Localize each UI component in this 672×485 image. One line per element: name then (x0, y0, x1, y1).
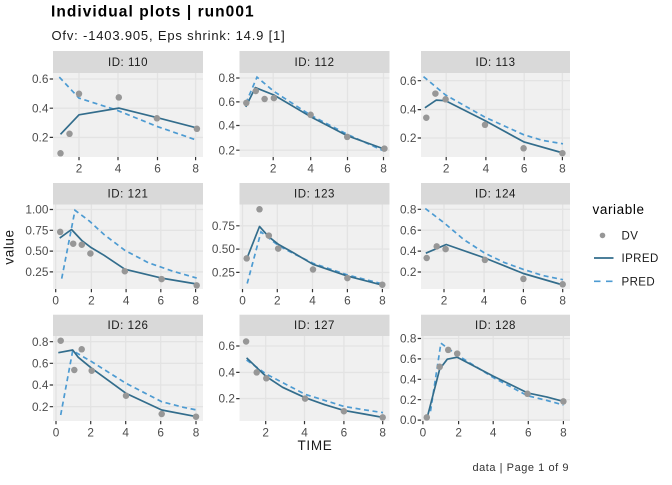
svg-text:ID: 112: ID: 112 (294, 57, 334, 69)
svg-text:ID: 110: ID: 110 (108, 57, 148, 69)
svg-text:4: 4 (307, 161, 314, 175)
svg-text:ID: 124: ID: 124 (475, 189, 516, 201)
svg-text:2: 2 (87, 425, 94, 439)
svg-text:4: 4 (122, 425, 129, 439)
svg-text:8: 8 (192, 161, 199, 175)
svg-text:8: 8 (560, 425, 567, 439)
svg-text:8: 8 (193, 425, 200, 439)
svg-text:4: 4 (483, 161, 490, 175)
svg-text:0.2: 0.2 (400, 265, 416, 279)
svg-text:0.2: 0.2 (32, 400, 48, 414)
svg-text:Individual plots | run001: Individual plots | run001 (51, 4, 255, 21)
svg-text:8: 8 (559, 161, 566, 175)
svg-text:2: 2 (262, 425, 269, 439)
svg-text:2: 2 (88, 293, 95, 307)
svg-text:2: 2 (76, 161, 83, 175)
svg-text:0.4: 0.4 (218, 119, 235, 133)
svg-text:data | Page 1 of 9: data | Page 1 of 9 (472, 462, 569, 474)
svg-text:2: 2 (270, 161, 277, 175)
svg-text:6: 6 (158, 293, 165, 307)
svg-text:0.4: 0.4 (400, 244, 417, 258)
svg-text:0.25: 0.25 (25, 265, 48, 279)
svg-text:0.0: 0.0 (400, 413, 417, 427)
svg-text:0.6: 0.6 (32, 72, 49, 86)
svg-text:1.00: 1.00 (25, 203, 48, 217)
svg-text:0.25: 0.25 (212, 266, 235, 280)
svg-text:6: 6 (344, 293, 351, 307)
svg-text:2: 2 (274, 293, 281, 307)
svg-text:variable: variable (593, 202, 645, 217)
svg-text:ID: 126: ID: 126 (108, 320, 149, 332)
svg-text:8: 8 (380, 161, 387, 175)
svg-text:0.4: 0.4 (218, 366, 235, 380)
svg-text:4: 4 (481, 293, 488, 307)
svg-text:6: 6 (344, 161, 351, 175)
svg-text:0.4: 0.4 (32, 378, 49, 392)
svg-text:0.8: 0.8 (218, 71, 235, 85)
svg-text:4: 4 (123, 293, 130, 307)
svg-text:8: 8 (559, 293, 566, 307)
svg-text:ID: 113: ID: 113 (475, 57, 515, 69)
svg-text:0.4: 0.4 (400, 103, 417, 117)
svg-text:0.4: 0.4 (32, 101, 49, 115)
svg-text:0: 0 (239, 293, 246, 307)
svg-text:0.8: 0.8 (400, 332, 417, 346)
svg-text:8: 8 (192, 293, 199, 307)
svg-text:0.2: 0.2 (218, 392, 234, 406)
svg-text:4: 4 (115, 161, 122, 175)
svg-text:0: 0 (52, 293, 59, 307)
svg-text:0.2: 0.2 (218, 143, 234, 157)
svg-text:4: 4 (301, 425, 308, 439)
svg-text:2: 2 (455, 425, 462, 439)
svg-text:0: 0 (420, 425, 427, 439)
svg-text:0.8: 0.8 (32, 335, 49, 349)
svg-text:6: 6 (341, 425, 348, 439)
svg-text:0.2: 0.2 (400, 393, 416, 407)
svg-text:0.75: 0.75 (212, 219, 235, 233)
svg-text:ID: 123: ID: 123 (294, 189, 335, 201)
svg-text:6: 6 (157, 425, 164, 439)
svg-text:DV: DV (622, 230, 639, 242)
svg-text:0.4: 0.4 (400, 372, 417, 386)
svg-text:IPRED: IPRED (622, 253, 659, 265)
svg-text:0.6: 0.6 (400, 223, 417, 237)
svg-text:6: 6 (521, 161, 528, 175)
svg-text:0.2: 0.2 (32, 131, 48, 145)
svg-text:0.6: 0.6 (218, 339, 235, 353)
svg-text:ID: 127: ID: 127 (294, 320, 335, 332)
svg-text:0.6: 0.6 (32, 356, 49, 370)
svg-text:0.6: 0.6 (400, 74, 417, 88)
svg-text:2: 2 (441, 293, 448, 307)
svg-text:0.50: 0.50 (25, 244, 48, 258)
svg-text:8: 8 (379, 425, 386, 439)
svg-text:0.8: 0.8 (400, 202, 417, 216)
svg-text:6: 6 (154, 161, 161, 175)
svg-text:0.75: 0.75 (25, 223, 48, 237)
svg-text:8: 8 (379, 293, 386, 307)
svg-text:4: 4 (309, 293, 316, 307)
svg-text:TIME: TIME (297, 438, 332, 453)
svg-text:0.6: 0.6 (218, 95, 235, 109)
svg-text:ID: 121: ID: 121 (108, 189, 149, 201)
svg-text:Ofv: -1403.905, Eps shrink: 14: Ofv: -1403.905, Eps shrink: 14.9 [1] (52, 28, 286, 43)
svg-text:PRED: PRED (622, 276, 656, 288)
svg-text:6: 6 (525, 425, 532, 439)
svg-text:0.2: 0.2 (400, 131, 416, 145)
svg-text:0.50: 0.50 (212, 242, 235, 256)
svg-text:0.6: 0.6 (400, 352, 417, 366)
svg-text:0: 0 (53, 425, 60, 439)
svg-text:value: value (2, 229, 17, 264)
svg-text:6: 6 (520, 293, 527, 307)
svg-text:ID: 128: ID: 128 (475, 320, 516, 332)
svg-text:2: 2 (443, 161, 450, 175)
svg-text:4: 4 (490, 425, 497, 439)
